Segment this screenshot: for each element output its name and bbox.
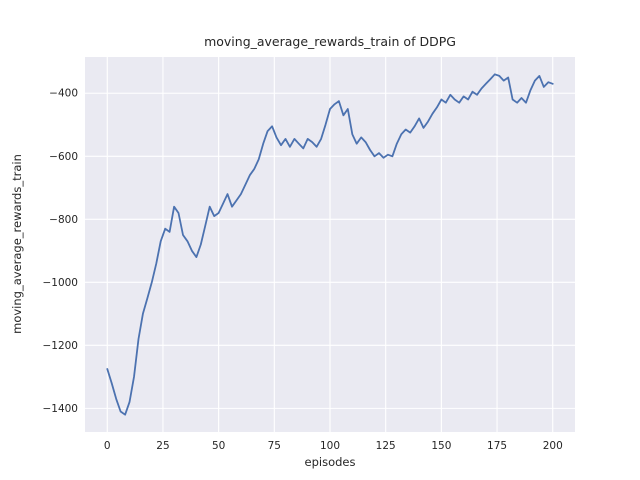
x-tick-label: 200 bbox=[543, 440, 563, 452]
chart-title: moving_average_rewards_train of DDPG bbox=[204, 34, 456, 49]
y-tick-label: −600 bbox=[49, 151, 78, 163]
x-tick-label: 50 bbox=[212, 440, 225, 452]
series-line bbox=[106, 73, 554, 416]
y-tick-label: −1000 bbox=[42, 277, 78, 289]
x-tick-label: 75 bbox=[268, 440, 281, 452]
x-tick-label: 125 bbox=[376, 440, 396, 452]
x-tick-label: 175 bbox=[487, 440, 507, 452]
x-tick-label: 150 bbox=[431, 440, 451, 452]
y-tick-label: −1200 bbox=[42, 340, 78, 352]
y-tick-label: −800 bbox=[49, 214, 78, 226]
x-tick-label: 25 bbox=[156, 440, 169, 452]
y-axis-label: moving_average_rewards_train bbox=[10, 154, 24, 334]
x-axis-label: episodes bbox=[304, 455, 356, 469]
x-tick-label: 100 bbox=[320, 440, 340, 452]
y-tick-label: −400 bbox=[49, 88, 78, 100]
x-tick-label: 0 bbox=[104, 440, 111, 452]
y-tick-label: −1400 bbox=[42, 403, 78, 415]
